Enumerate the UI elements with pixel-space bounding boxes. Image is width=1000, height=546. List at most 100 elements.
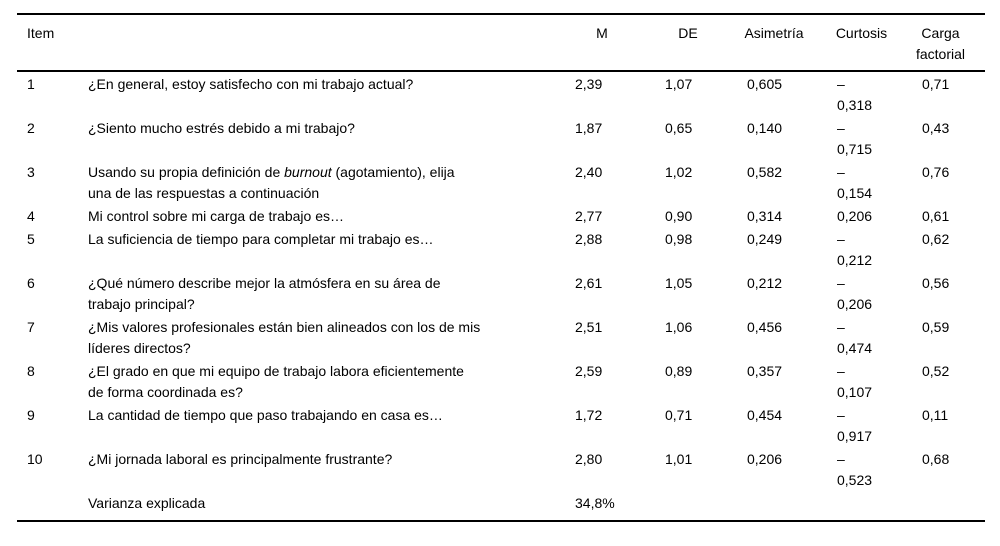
asymmetry-cell: 0,212 xyxy=(747,275,783,291)
column-header-factor-loading: Carga factorial xyxy=(915,25,966,62)
asymmetry-cell: 0,605 xyxy=(747,76,783,92)
table-row: 4 Mi control sobre mi carga de trabajo e… xyxy=(17,204,985,227)
item-number-cell: 7 xyxy=(27,319,35,335)
table-row: 3 Usando su propia definición de burnout… xyxy=(17,160,985,204)
column-header-m: M xyxy=(596,25,608,41)
question-cell: Mi control sobre mi carga de trabajo es… xyxy=(88,208,344,224)
kurtosis-cell: – 0,917 xyxy=(837,407,873,444)
factor-analysis-table: Item M DE Asimetría Curtosis Carga facto… xyxy=(17,13,985,522)
asymmetry-cell: 0,454 xyxy=(747,407,783,423)
column-header-asymmetry: Asimetría xyxy=(744,25,804,41)
m-cell: 2,51 xyxy=(575,319,603,335)
asymmetry-cell: 0,456 xyxy=(747,319,783,335)
variance-label-cell: Varianza explicada xyxy=(88,495,206,511)
kurtosis-cell: 0,206 xyxy=(837,208,873,224)
factor-loading-cell: 0,43 xyxy=(922,120,950,136)
item-number-cell: 4 xyxy=(27,208,35,224)
factor-loading-cell: 0,56 xyxy=(922,275,950,291)
kurtosis-cell xyxy=(827,491,912,521)
question-cell: La suficiencia de tiempo para completar … xyxy=(88,231,434,247)
de-cell: 0,71 xyxy=(665,407,693,423)
table-row: 2 ¿Siento mucho estrés debido a mi traba… xyxy=(17,116,985,160)
table-row: 8 ¿El grado en que mi equipo de trabajo … xyxy=(17,359,985,403)
item-number-cell xyxy=(17,491,88,521)
factor-loading-cell: 0,76 xyxy=(922,164,950,180)
de-cell: 0,98 xyxy=(665,231,693,247)
kurtosis-cell: – 0,474 xyxy=(837,319,873,356)
question-text-italic: burnout xyxy=(284,164,332,180)
question-cell: La cantidad de tiempo que paso trabajand… xyxy=(88,407,443,423)
question-text: (agotamiento), elija una de las respuest… xyxy=(88,164,455,201)
m-cell: 1,87 xyxy=(575,120,603,136)
asymmetry-cell: 0,314 xyxy=(747,208,783,224)
column-header-de: DE xyxy=(678,25,698,41)
de-cell: 0,65 xyxy=(665,120,693,136)
asymmetry-cell: 0,140 xyxy=(747,120,783,136)
kurtosis-cell: – 0,318 xyxy=(837,76,873,113)
de-cell: 0,90 xyxy=(665,208,693,224)
question-cell: ¿Mis valores profesionales están bien al… xyxy=(88,319,481,356)
kurtosis-cell: – 0,154 xyxy=(837,164,873,201)
m-cell: 2,59 xyxy=(575,363,603,379)
item-number-cell: 2 xyxy=(27,120,35,136)
de-cell: 1,05 xyxy=(665,275,693,291)
variance-value-cell: 34,8% xyxy=(575,495,615,511)
column-header-item: Item xyxy=(27,25,55,41)
m-cell: 2,39 xyxy=(575,76,603,92)
de-cell: 1,06 xyxy=(665,319,693,335)
asymmetry-cell xyxy=(737,491,827,521)
item-number-cell: 1 xyxy=(27,76,35,92)
factor-loading-cell xyxy=(912,491,985,521)
item-number-cell: 5 xyxy=(27,231,35,247)
kurtosis-cell: – 0,715 xyxy=(837,120,873,157)
kurtosis-cell: – 0,523 xyxy=(837,451,873,488)
m-cell: 2,80 xyxy=(575,451,603,467)
question-cell: ¿En general, estoy satisfecho con mi tra… xyxy=(88,76,414,92)
m-cell: 2,40 xyxy=(575,164,603,180)
m-cell: 2,88 xyxy=(575,231,603,247)
de-cell xyxy=(655,491,737,521)
factor-loading-cell: 0,68 xyxy=(922,451,950,467)
asymmetry-cell: 0,357 xyxy=(747,363,783,379)
kurtosis-cell: – 0,206 xyxy=(837,275,873,312)
m-cell: 2,77 xyxy=(575,208,603,224)
table-row: 6 ¿Qué número describe mejor la atmósfer… xyxy=(17,271,985,315)
question-cell: ¿Siento mucho estrés debido a mi trabajo… xyxy=(88,120,355,136)
table-row: 7 ¿Mis valores profesionales están bien … xyxy=(17,315,985,359)
header-row: Item M DE Asimetría Curtosis Carga facto… xyxy=(17,14,985,71)
kurtosis-cell: – 0,107 xyxy=(837,363,873,400)
item-number-cell: 6 xyxy=(27,275,35,291)
table-row: 5 La suficiencia de tiempo para completa… xyxy=(17,227,985,271)
column-header-kurtosis: Curtosis xyxy=(835,25,888,41)
kurtosis-cell: – 0,212 xyxy=(837,231,873,268)
factor-loading-cell: 0,62 xyxy=(922,231,950,247)
question-cell: ¿Mi jornada laboral es principalmente fr… xyxy=(88,451,393,467)
factor-loading-cell: 0,61 xyxy=(922,208,950,224)
asymmetry-cell: 0,582 xyxy=(747,164,783,180)
column-header-question xyxy=(88,14,565,71)
item-number-cell: 10 xyxy=(27,451,43,467)
question-cell: ¿El grado en que mi equipo de trabajo la… xyxy=(88,363,464,400)
de-cell: 1,07 xyxy=(665,76,693,92)
question-cell: ¿Qué número describe mejor la atmósfera … xyxy=(88,275,441,312)
variance-row: Varianza explicada 34,8% xyxy=(17,491,985,521)
question-cell: Usando su propia definición de burnout (… xyxy=(88,160,565,204)
table-row: 10 ¿Mi jornada laboral es principalmente… xyxy=(17,447,985,491)
factor-loading-cell: 0,59 xyxy=(922,319,950,335)
asymmetry-cell: 0,249 xyxy=(747,231,783,247)
de-cell: 1,02 xyxy=(665,164,693,180)
item-number-cell: 3 xyxy=(27,164,35,180)
table-row: 1 ¿En general, estoy satisfecho con mi t… xyxy=(17,71,985,116)
de-cell: 0,89 xyxy=(665,363,693,379)
asymmetry-cell: 0,206 xyxy=(747,451,783,467)
question-text: Usando su propia definición de xyxy=(88,164,285,180)
m-cell: 1,72 xyxy=(575,407,603,423)
factor-loading-cell: 0,52 xyxy=(922,363,950,379)
factor-loading-cell: 0,11 xyxy=(922,407,949,423)
item-number-cell: 9 xyxy=(27,407,35,423)
table-row: 9 La cantidad de tiempo que paso trabaja… xyxy=(17,403,985,447)
de-cell: 1,01 xyxy=(665,451,693,467)
factor-loading-cell: 0,71 xyxy=(922,76,950,92)
item-number-cell: 8 xyxy=(27,363,35,379)
m-cell: 2,61 xyxy=(575,275,603,291)
